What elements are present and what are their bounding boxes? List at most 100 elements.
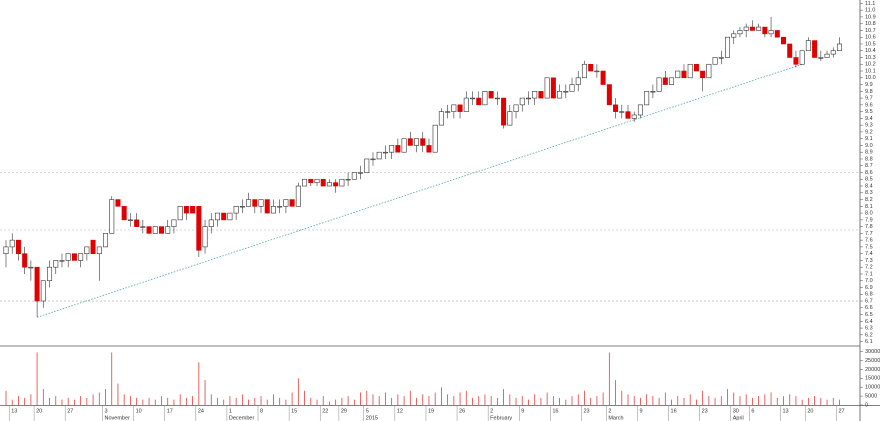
candle-body	[525, 97, 531, 100]
x-tick-label: 23	[583, 408, 589, 414]
candle-body	[650, 91, 656, 93]
x-tick-label: 29	[341, 408, 347, 414]
candle-body	[326, 182, 332, 187]
candle-body	[177, 206, 183, 221]
candle-body	[532, 91, 538, 99]
candle-body	[563, 91, 569, 93]
y-tick-label: 10.3	[865, 55, 876, 61]
candle-body	[221, 212, 227, 221]
candle-body	[96, 246, 102, 254]
candle-body	[581, 63, 587, 79]
y-tick-label: 8.0	[865, 211, 873, 217]
candle-body	[78, 253, 84, 261]
candle-body	[476, 97, 482, 106]
candle-body	[264, 199, 270, 214]
y-tick-label: 8.6	[865, 170, 873, 176]
y-tick-label: 10.1	[865, 68, 876, 74]
volume-tick-label: 30000	[865, 349, 880, 355]
candle-body	[127, 219, 133, 221]
candle-body	[47, 266, 53, 282]
candle-body	[631, 114, 637, 119]
candle-body	[706, 63, 712, 79]
candle-body	[65, 253, 71, 261]
candle-body	[588, 63, 594, 72]
candle-body	[712, 57, 718, 65]
candle-body	[644, 91, 650, 106]
candle-body	[382, 151, 388, 154]
candle-body	[103, 233, 109, 248]
candle-body	[401, 138, 407, 153]
y-tick-label: 10.4	[865, 48, 876, 54]
x-tick-label: 10	[136, 408, 142, 414]
y-tick-label: 6.6	[865, 305, 873, 311]
y-tick-label: 10.6	[865, 35, 876, 41]
candle-body	[121, 206, 127, 221]
volume-tick-label: 15000	[865, 376, 880, 382]
candle-body	[171, 219, 177, 227]
month-label: February	[490, 415, 512, 421]
y-tick-label: 7.3	[865, 258, 873, 264]
candle-body	[345, 178, 351, 181]
volume-tick-label: 10000	[865, 385, 880, 391]
candle-body	[252, 199, 258, 207]
candle-body	[190, 206, 196, 214]
candle-body	[774, 30, 780, 38]
candle-body	[780, 36, 786, 45]
candle-body	[246, 199, 252, 207]
candle-body	[277, 206, 283, 208]
y-tick-label: 7.2	[865, 265, 873, 271]
candle-body	[731, 33, 737, 38]
candle-body	[214, 212, 220, 221]
candle-body	[40, 280, 46, 302]
candle-body	[28, 266, 34, 269]
y-tick-label: 8.7	[865, 163, 873, 169]
y-tick-label: 9.6	[865, 102, 873, 108]
candle-body	[557, 91, 563, 99]
candle-body	[725, 36, 731, 58]
y-tick-label: 9.4	[865, 116, 873, 122]
y-tick-label: 9.0	[865, 143, 873, 149]
candle-body	[302, 178, 308, 187]
candle-body	[196, 206, 202, 251]
candle-body	[569, 84, 575, 92]
y-tick-label: 10.8	[865, 21, 876, 27]
candle-body	[669, 77, 675, 85]
volume-tick-label: 20000	[865, 367, 880, 373]
candle-body	[656, 77, 662, 92]
candle-body	[613, 104, 619, 112]
candle-body	[159, 226, 165, 234]
y-tick-label: 8.5	[865, 177, 873, 183]
y-tick-label: 10.9	[865, 14, 876, 20]
y-tick-label: 10.0	[865, 75, 876, 81]
candle-body	[445, 111, 451, 113]
y-tick-label: 10.2	[865, 62, 876, 68]
x-tick-label: 3	[105, 408, 108, 414]
y-tick-label: 10.7	[865, 28, 876, 34]
volume-tick-label: 0	[865, 402, 868, 408]
candle-body	[488, 91, 494, 99]
x-tick-label: 9	[639, 408, 642, 414]
candle-body	[687, 63, 693, 79]
y-tick-label: 6.1	[865, 339, 873, 345]
candle-body	[414, 138, 420, 146]
x-tick-label: 24	[198, 408, 204, 414]
candle-body	[289, 199, 295, 207]
candle-body	[432, 124, 438, 153]
y-tick-label: 6.4	[865, 319, 873, 325]
y-tick-label: 10.5	[865, 41, 876, 47]
y-tick-label: 9.9	[865, 82, 873, 88]
x-tick-label: 20	[807, 408, 813, 414]
x-tick-label: 13	[783, 408, 789, 414]
candle-body	[202, 226, 208, 248]
y-tick-label: 9.8	[865, 89, 873, 95]
y-tick-label: 7.4	[865, 251, 873, 257]
candle-body	[824, 53, 830, 58]
candle-body	[270, 206, 276, 214]
candle-body	[339, 178, 345, 187]
x-tick-label: 5	[366, 408, 369, 414]
candle-body	[762, 26, 768, 35]
candle-body	[420, 138, 426, 146]
candle-body	[693, 63, 699, 72]
